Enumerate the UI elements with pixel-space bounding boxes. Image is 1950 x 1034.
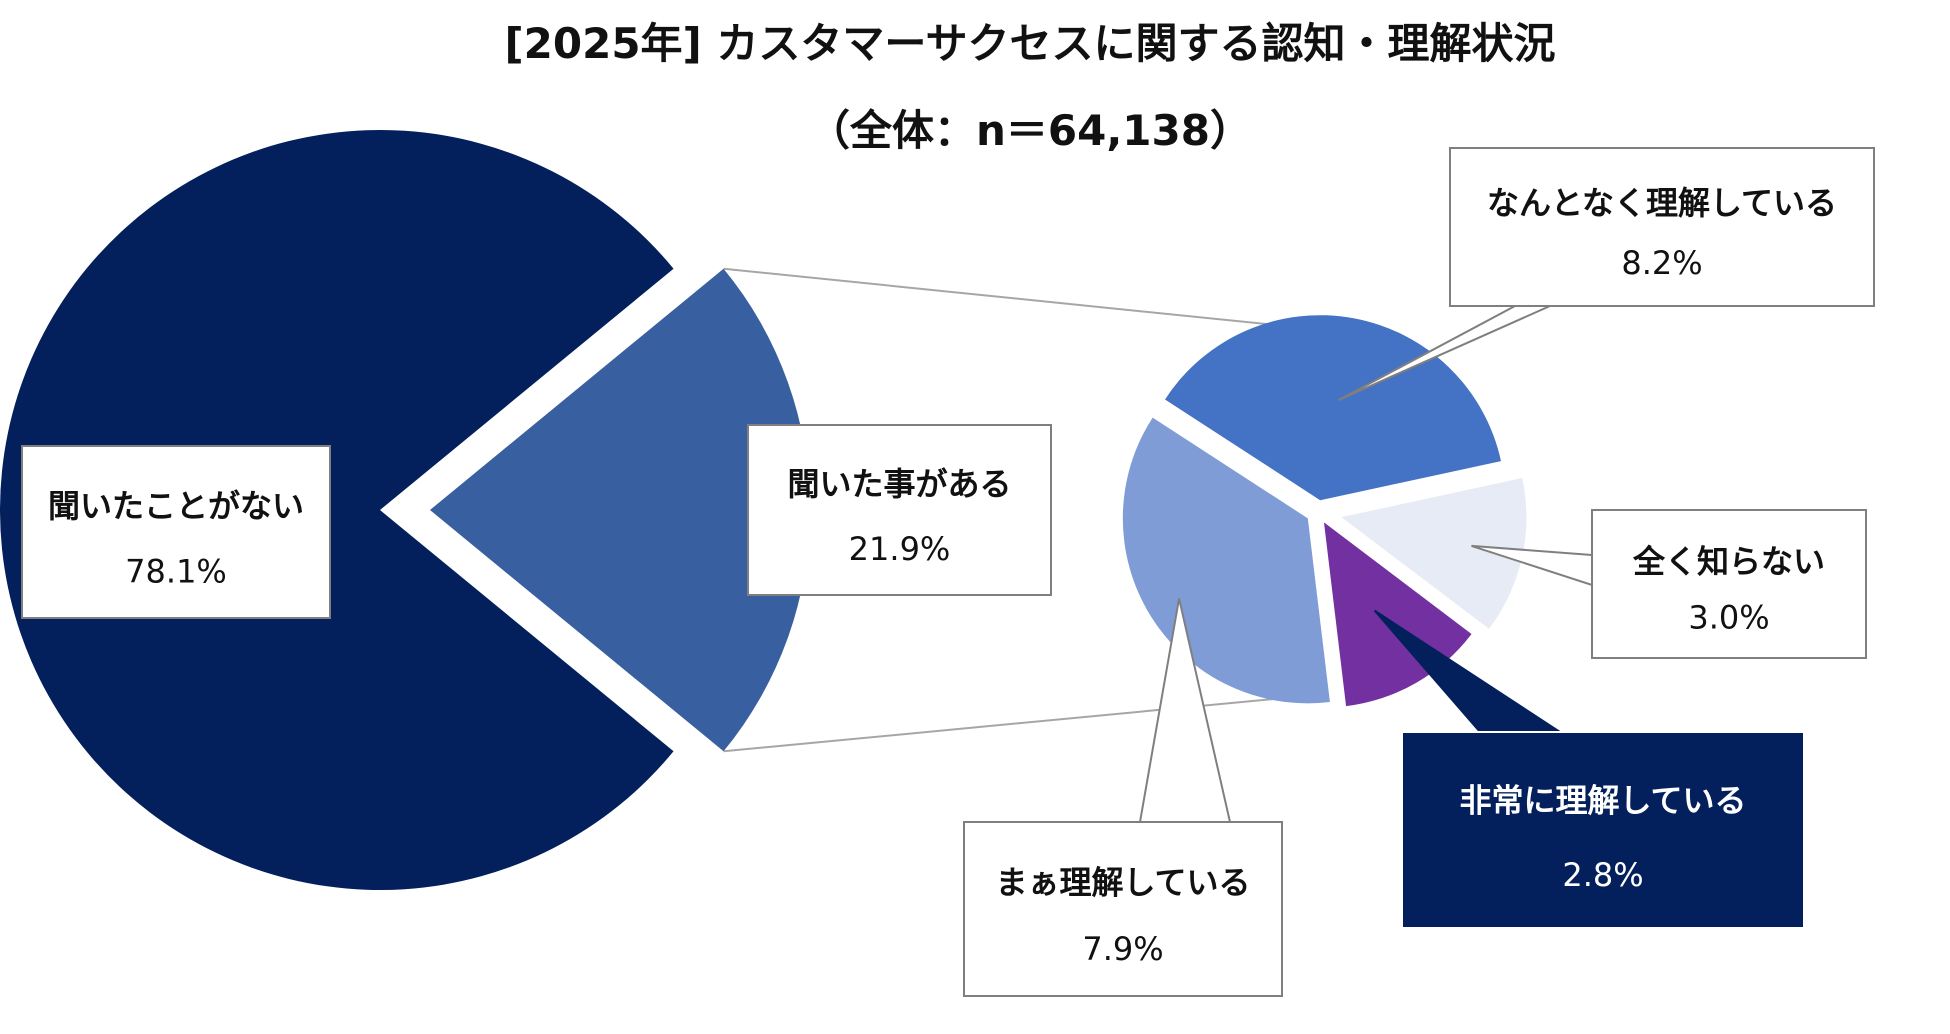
slice-label: 非常に理解している <box>1459 782 1746 820</box>
slice-value: 21.9% <box>849 530 951 568</box>
slice-label: 聞いたことがない <box>48 487 304 525</box>
detail-callout-非常に理解している: 非常に理解している 2.8% <box>1401 731 1805 929</box>
slice-label: まぁ理解している <box>995 864 1250 902</box>
main-pie <box>0 130 810 890</box>
chart-title: [2025年] カスタマーサクセスに関する認知・理解状況 <box>504 19 1555 68</box>
callout-box <box>963 821 1283 997</box>
detail-callout-全く知らない: 全く知らない 3.0% <box>1591 509 1867 659</box>
slice-value: 3.0% <box>1688 599 1769 637</box>
detail-callout-まぁ理解している: まぁ理解している 7.9% <box>963 821 1283 997</box>
slice-value: 2.8% <box>1562 856 1643 894</box>
callout-box <box>747 424 1052 596</box>
slice-value: 8.2% <box>1621 244 1702 282</box>
main-callout-聞いたことがない: 聞いたことがない 78.1% <box>21 445 331 619</box>
connector-line-top <box>723 267 1303 329</box>
chart-subtitle: （全体：n＝64,138） <box>808 106 1252 155</box>
slice-label: なんとなく理解している <box>1487 184 1837 222</box>
callout-box <box>1591 509 1867 659</box>
connector-lines <box>723 267 1303 753</box>
detail-slice-全く知らない <box>1341 478 1527 629</box>
main-slice-聞いたことがない <box>0 130 674 890</box>
slice-label: 全く知らない <box>1632 542 1825 580</box>
detail-callout-なんとなく理解している: なんとなく理解している 8.2% <box>1449 147 1875 307</box>
main-callout-聞いた事がある: 聞いた事がある 21.9% <box>747 424 1052 596</box>
callouts: 聞いたことがない 78.1% 聞いた事がある 21.9% なんとなく理解している 8.2%… <box>21 147 1875 997</box>
connector-line-bottom <box>723 695 1302 753</box>
callout-box <box>1449 147 1875 307</box>
slice-value: 7.9% <box>1082 930 1163 968</box>
slice-value: 78.1% <box>125 552 227 590</box>
slice-label: 聞いた事がある <box>787 465 1011 503</box>
callout-box <box>1401 731 1805 929</box>
callout-box <box>21 445 331 619</box>
main-slice-聞いた事がある <box>430 268 810 752</box>
